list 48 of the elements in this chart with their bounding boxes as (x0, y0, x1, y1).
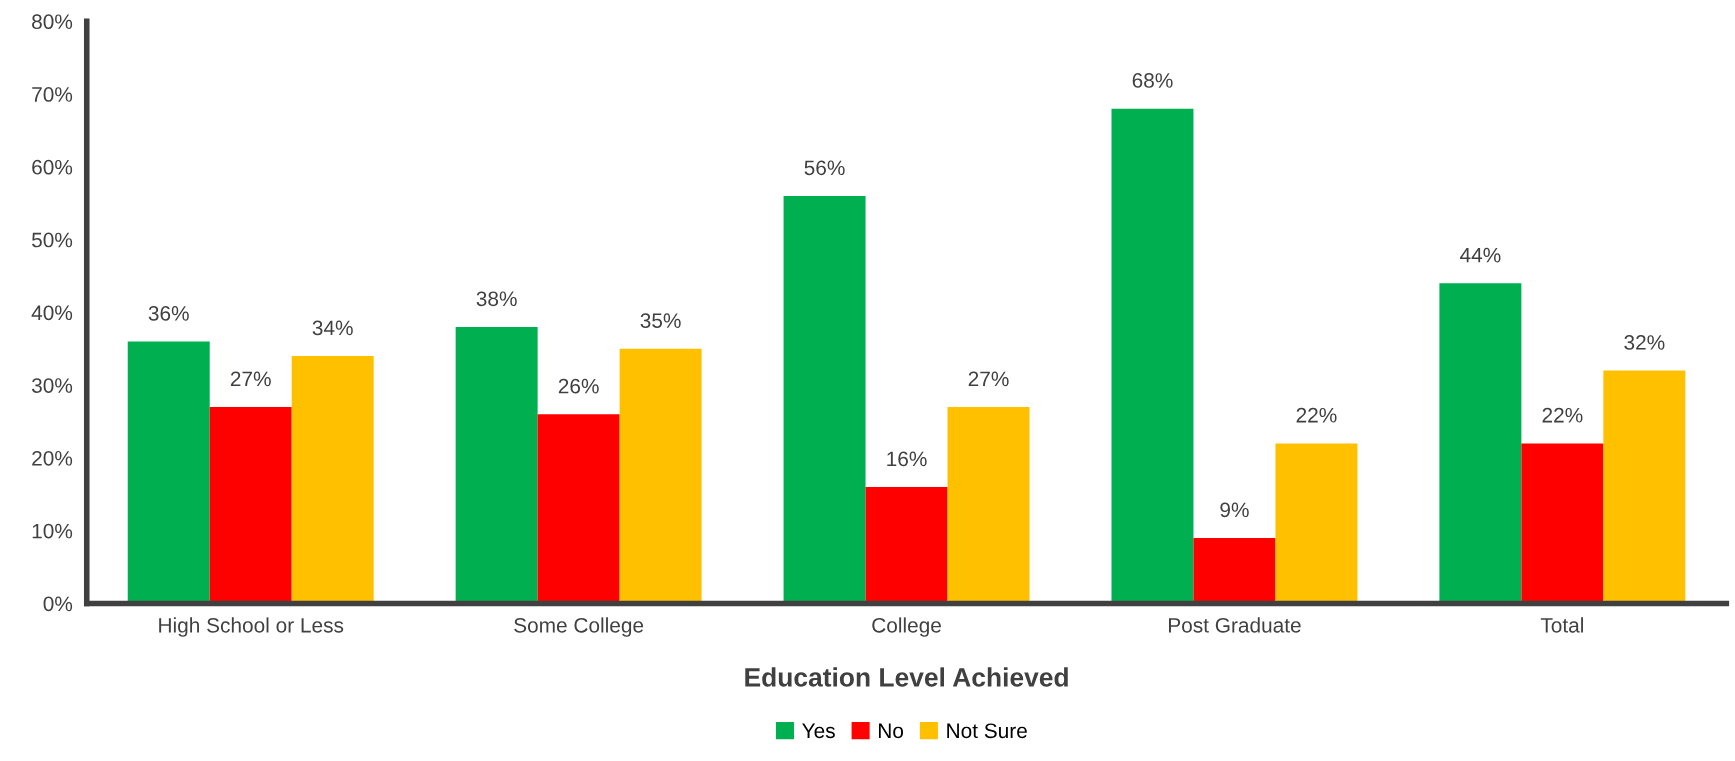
bar (1275, 443, 1358, 604)
y-tick-label: 20% (32, 450, 73, 466)
y-tick-label: 60% (32, 159, 73, 175)
data-label: 22% (1296, 407, 1337, 423)
data-label: 26% (558, 378, 599, 394)
bar (619, 348, 702, 604)
bar (537, 414, 620, 604)
data-label: 68% (1132, 73, 1173, 88)
data-label: 27% (968, 371, 1009, 387)
data-label: 36% (148, 305, 189, 321)
data-label: 34% (312, 320, 353, 336)
y-tick-label: 80% (32, 14, 73, 30)
y-tick-label: 50% (32, 232, 73, 248)
bar (455, 326, 538, 604)
data-label: 35% (640, 313, 681, 328)
y-tick-label: 0% (43, 596, 73, 612)
bar (1439, 283, 1522, 604)
y-tick-label: 30% (31, 378, 73, 393)
bar (291, 356, 374, 604)
data-label: 56% (804, 160, 845, 176)
data-label: 44% (1460, 247, 1501, 263)
bar (127, 341, 210, 604)
bar (1193, 537, 1276, 604)
bar (947, 406, 1030, 604)
data-label: 27% (230, 371, 271, 387)
bar (783, 195, 866, 604)
y-tick-label: 10% (32, 523, 73, 539)
bar (1111, 108, 1194, 604)
x-tick-label: Post Graduate (1169, 617, 1301, 633)
data-label: 9% (1220, 502, 1249, 518)
legend-label: Yes (802, 723, 835, 739)
x-tick-label: High School or Less (159, 617, 344, 637)
y-tick-label: 40% (31, 305, 73, 321)
bar (1521, 443, 1604, 604)
x-tick-label: College (872, 617, 941, 637)
legend-label: Not Sure (947, 723, 1027, 739)
data-label: 22% (1542, 407, 1583, 423)
x-tick-label: Some College (514, 617, 644, 637)
data-label: 32% (1624, 335, 1665, 350)
bar (865, 487, 948, 604)
x-tick-label: Total (1540, 617, 1583, 633)
bar (209, 406, 292, 604)
data-label: 38% (476, 291, 517, 307)
y-tick-label: 70% (32, 87, 73, 102)
bar (1603, 370, 1686, 604)
x-axis-title: Education Level Achieved (745, 667, 1068, 687)
data-label: 16% (887, 451, 927, 467)
legend-label: No (878, 723, 904, 739)
